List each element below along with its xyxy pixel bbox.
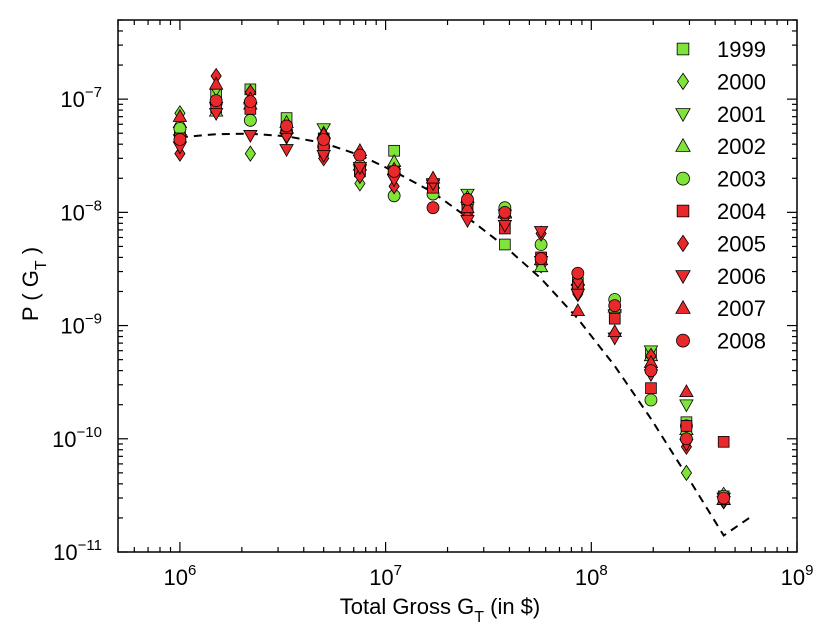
legend-marker-2001 xyxy=(675,108,691,123)
data-point-2008 xyxy=(173,133,187,146)
data-point-2008 xyxy=(280,119,293,133)
legend-item-2003: 2003 xyxy=(676,167,766,192)
data-point-2007 xyxy=(208,76,224,90)
y-tick-label: 10−8 xyxy=(60,197,102,225)
data-point-2008 xyxy=(534,252,548,266)
x-tick-label: 107 xyxy=(369,562,402,590)
legend-label: 2000 xyxy=(717,69,766,94)
data-point-2008 xyxy=(461,193,474,206)
legend-item-2000: 2000 xyxy=(676,69,766,94)
legend-label: 2007 xyxy=(717,296,766,321)
legend-item-2006: 2006 xyxy=(675,264,766,289)
legend-label: 1999 xyxy=(717,37,766,62)
legend-label: 2002 xyxy=(717,134,766,159)
y-axis-label: P ( GT ) xyxy=(18,247,50,321)
legend-item-2008: 2008 xyxy=(676,329,766,354)
legend-item-2004: 2004 xyxy=(676,199,766,224)
data-point-2003 xyxy=(243,113,257,127)
data-point-2006 xyxy=(352,162,368,176)
data-point-2006 xyxy=(533,226,549,240)
legend-label: 2008 xyxy=(717,329,766,354)
legend-marker-1999 xyxy=(676,42,690,56)
data-point-2008 xyxy=(571,266,585,280)
data-point-2008 xyxy=(644,364,658,378)
data-point-2007 xyxy=(679,384,694,398)
data-point-2004 xyxy=(717,436,730,448)
data-point-2004 xyxy=(608,312,621,325)
data-point-2008 xyxy=(387,164,401,178)
data-point-2000 xyxy=(244,145,256,162)
legend-item-2001: 2001 xyxy=(675,102,766,127)
data-point-2006 xyxy=(243,130,258,143)
legend-marker-2006 xyxy=(675,270,691,285)
legend-label: 2001 xyxy=(717,102,766,127)
plot-frame xyxy=(117,19,798,553)
series-2008 xyxy=(173,94,731,505)
data-point-2008 xyxy=(317,133,331,146)
data-point-2005 xyxy=(354,167,366,185)
data-point-2008 xyxy=(243,95,257,109)
legend-item-2007: 2007 xyxy=(675,296,766,321)
legend-label: 2005 xyxy=(717,231,766,256)
data-point-2007 xyxy=(607,324,623,338)
data-point-2008 xyxy=(353,148,367,162)
y-tick-label: 10−10 xyxy=(52,424,102,452)
data-point-2008 xyxy=(717,491,731,505)
data-point-2007 xyxy=(460,199,475,213)
legend-item-2005: 2005 xyxy=(676,231,766,256)
data-point-2006 xyxy=(208,108,224,121)
data-point-2001 xyxy=(679,399,694,413)
legend-marker-2008 xyxy=(676,333,690,348)
legend-marker-2003 xyxy=(676,171,690,186)
x-tick-label: 109 xyxy=(781,562,814,590)
legend-marker-2007 xyxy=(675,299,691,314)
x-axis-label: Total Gross GT (in $) xyxy=(340,594,541,626)
data-point-2006 xyxy=(460,215,475,229)
legend-item-2002: 2002 xyxy=(675,134,766,159)
data-point-2007 xyxy=(570,303,586,317)
data-point-1999 xyxy=(499,238,511,251)
data-point-2007 xyxy=(172,108,188,122)
y-tick-label: 10−9 xyxy=(60,311,102,339)
data-point-2008 xyxy=(426,201,440,215)
data-point-2006 xyxy=(279,144,294,158)
data-point-2006 xyxy=(570,288,586,302)
legend: 1999 2000 2001 2002 2003 2004 2005 2006 2007 2008 xyxy=(675,37,766,354)
legend-marker-2000 xyxy=(676,72,690,91)
legend-item-1999: 1999 xyxy=(676,37,766,62)
data-point-2004 xyxy=(645,382,657,394)
fit-curve-layer xyxy=(179,132,754,537)
legend-marker-2002 xyxy=(675,137,691,152)
legend-marker-2004 xyxy=(676,204,690,218)
data-point-2004 xyxy=(680,420,693,432)
legend-label: 2003 xyxy=(717,167,766,192)
fit-curve xyxy=(179,132,754,537)
legend-marker-2005 xyxy=(676,234,690,253)
data-point-2008 xyxy=(498,205,512,219)
axis-ticks-layer xyxy=(117,19,798,553)
data-point-2002 xyxy=(533,259,549,273)
legend-label: 2006 xyxy=(717,264,766,289)
data-point-2000 xyxy=(680,464,693,482)
x-tick-label: 108 xyxy=(575,562,608,590)
y-tick-label: 10−7 xyxy=(60,84,102,112)
data-points-layer xyxy=(172,67,731,510)
data-point-2003 xyxy=(644,393,658,407)
data-point-2008 xyxy=(209,94,223,108)
tick-labels-layer: 106 107 108 109 10−11 10−10 10−9 10−8 10−7 xyxy=(52,84,813,590)
x-tick-label: 106 xyxy=(164,562,197,590)
y-tick-label: 10−11 xyxy=(53,537,102,565)
legend-label: 2004 xyxy=(717,199,766,224)
data-point-2008 xyxy=(608,299,622,313)
data-point-2006 xyxy=(497,220,513,233)
data-point-2007 xyxy=(425,170,441,184)
data-point-2008 xyxy=(680,432,693,446)
data-point-2006 xyxy=(316,149,331,163)
